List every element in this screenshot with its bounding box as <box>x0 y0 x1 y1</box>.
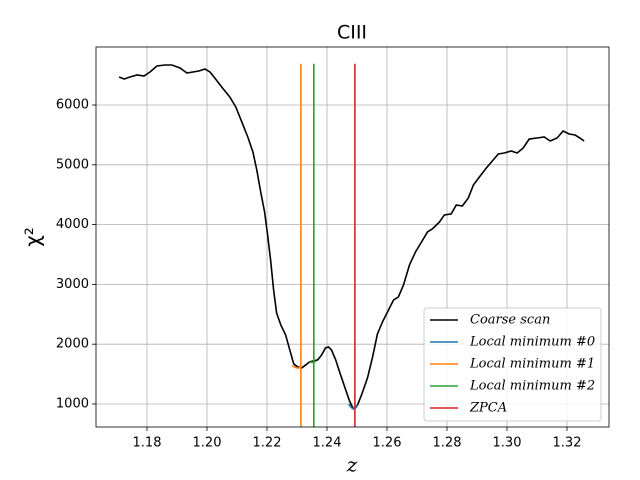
legend: Coarse scan Local minimum #0 Local minimum… <box>423 307 602 422</box>
series-line <box>118 64 585 411</box>
legend-label: Local minimum #2 <box>469 379 595 394</box>
legend-label: ZPCA <box>469 401 507 416</box>
y-tick-label: 6000 <box>56 98 89 113</box>
y-tick-label: 2000 <box>56 337 89 352</box>
x-tick-label: 1.20 <box>193 436 222 451</box>
x-tick-label: 1.32 <box>553 436 582 451</box>
x-tick-label: 1.18 <box>133 436 162 451</box>
series-line <box>291 63 302 427</box>
axes-frame <box>95 46 610 428</box>
series-line <box>347 403 359 410</box>
x-tick-label: 1.28 <box>433 436 462 451</box>
x-tick-label: 1.30 <box>493 436 522 451</box>
legend-label: Local minimum #1 <box>469 357 595 372</box>
legend-label: Local minimum #0 <box>469 335 595 350</box>
x-tick-label: 1.22 <box>253 436 282 451</box>
y-tick-label: 1000 <box>56 396 89 411</box>
y-tick-label: 5000 <box>56 157 89 172</box>
chart-title: CIII <box>337 22 367 44</box>
x-tick-label: 1.24 <box>313 436 342 451</box>
plot-area <box>118 63 585 427</box>
x-tick-label: 1.26 <box>373 436 402 451</box>
y-axis-label: χ² <box>21 227 45 247</box>
y-tick-label: 4000 <box>56 217 89 232</box>
legend-box <box>423 307 602 422</box>
legend-label: Coarse scan <box>470 313 550 328</box>
series-line <box>309 63 317 427</box>
y-tick-label: 3000 <box>56 277 89 292</box>
x-axis-label: z <box>346 453 358 477</box>
